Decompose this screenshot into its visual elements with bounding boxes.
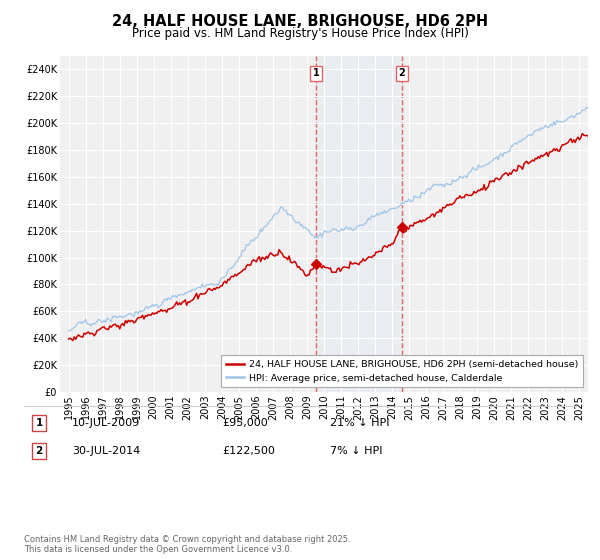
Text: 7% ↓ HPI: 7% ↓ HPI — [330, 446, 383, 456]
Bar — [316, 56, 402, 392]
Text: 30-JUL-2014: 30-JUL-2014 — [72, 446, 140, 456]
Text: Contains HM Land Registry data © Crown copyright and database right 2025.
This d: Contains HM Land Registry data © Crown c… — [24, 535, 350, 554]
Text: 24, HALF HOUSE LANE, BRIGHOUSE, HD6 2PH: 24, HALF HOUSE LANE, BRIGHOUSE, HD6 2PH — [112, 14, 488, 29]
Text: 1: 1 — [313, 68, 319, 78]
Text: 1: 1 — [35, 418, 43, 428]
Text: £122,500: £122,500 — [222, 446, 275, 456]
Text: Price paid vs. HM Land Registry's House Price Index (HPI): Price paid vs. HM Land Registry's House … — [131, 27, 469, 40]
Text: 2: 2 — [35, 446, 43, 456]
Text: 21% ↓ HPI: 21% ↓ HPI — [330, 418, 389, 428]
Legend: 24, HALF HOUSE LANE, BRIGHOUSE, HD6 2PH (semi-detached house), HPI: Average pric: 24, HALF HOUSE LANE, BRIGHOUSE, HD6 2PH … — [221, 355, 583, 388]
Text: 2: 2 — [398, 68, 406, 78]
Point — [397, 223, 407, 232]
Text: £95,000: £95,000 — [222, 418, 268, 428]
Point — [311, 260, 321, 269]
Text: 10-JUL-2009: 10-JUL-2009 — [72, 418, 140, 428]
